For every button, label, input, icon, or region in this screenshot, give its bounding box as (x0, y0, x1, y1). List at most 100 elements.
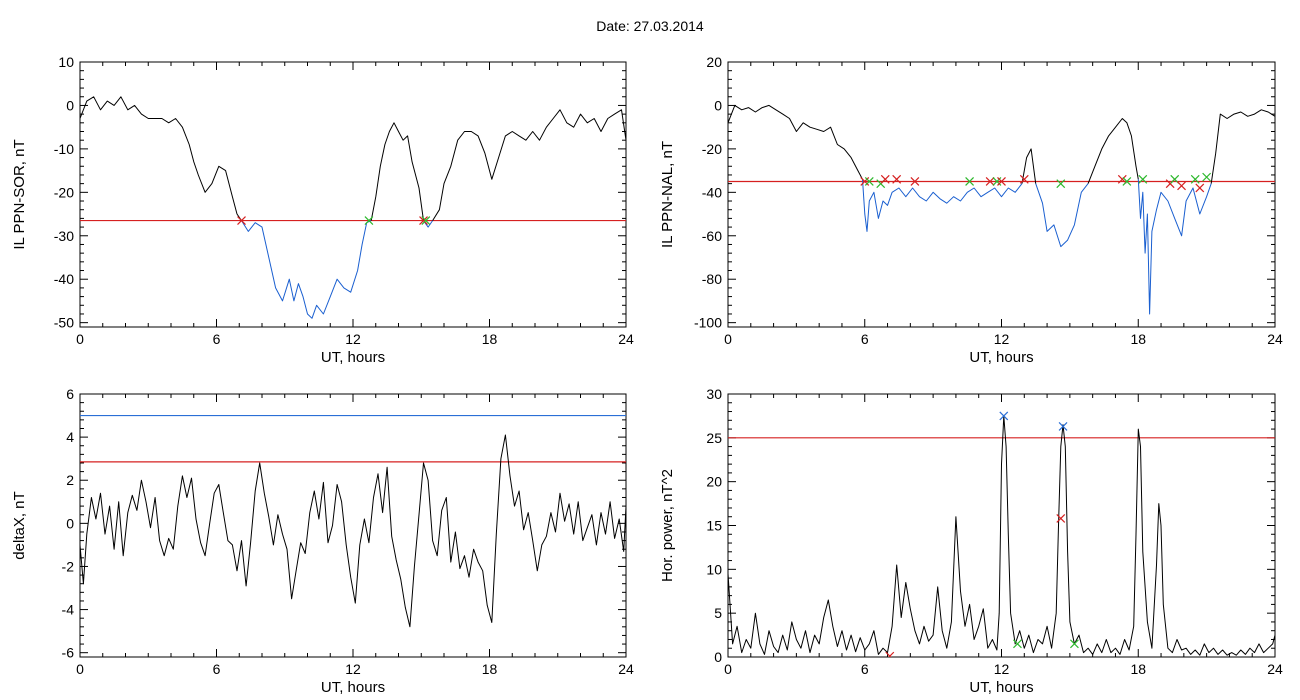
marker-green (864, 177, 874, 186)
panel-hor-power: 0 6 12 18 24 30 25 20 15 10 5 0 UT, hours Hor. power,… (659, 386, 1283, 696)
series-line-blue (1035, 183, 1089, 248)
x-tick-label: 24 (618, 661, 634, 677)
x-tick-label: 24 (1267, 661, 1283, 677)
x-tick-label: 24 (618, 331, 634, 347)
x-axis-label: UT, hours (969, 349, 1033, 366)
y-tick-label: -40 (54, 271, 74, 287)
y-tick-label: 15 (706, 518, 722, 534)
series-line-black (1021, 148, 1037, 184)
marker-green (1202, 172, 1212, 182)
marker-green (364, 216, 374, 225)
series-line-blue (241, 220, 372, 319)
series-line-black (370, 122, 424, 221)
y-axis-label: deltaX, nT (11, 491, 28, 559)
y-tick-label: -4 (62, 602, 75, 618)
plot-frame (727, 61, 1276, 328)
plot-frame (79, 393, 627, 658)
y-tick-label: -20 (54, 184, 74, 200)
series-line-black (432, 109, 626, 221)
x-tick-label: 0 (724, 331, 732, 347)
y-tick-label: -50 (54, 315, 74, 331)
y-tick-label: 10 (706, 561, 722, 577)
marker-green (1190, 174, 1200, 184)
panel-ppn-nal: 0 6 12 18 24 20 0 -20 -40 -60 -80 -100 UT, hours IL P… (659, 54, 1283, 366)
y-tick-label: -30 (54, 228, 74, 244)
series-line-black (1210, 109, 1275, 184)
y-tick-label: 20 (706, 474, 722, 490)
y-tick-label: -40 (702, 184, 722, 200)
marker-green (1138, 174, 1148, 184)
y-tick-label: 10 (58, 54, 74, 70)
y-tick-label: 4 (66, 429, 74, 445)
x-tick-label: 0 (76, 661, 84, 677)
marker-red (880, 174, 890, 184)
y-tick-label: -60 (702, 228, 722, 244)
x-tick-label: 18 (482, 661, 498, 677)
figure-title: Date: 27.03.2014 (596, 18, 704, 34)
marker-green (965, 177, 975, 186)
series-line-black (728, 104, 863, 180)
x-axis-label: UT, hours (969, 679, 1033, 696)
y-tick-label: -10 (54, 141, 74, 157)
y-tick-label: -80 (702, 271, 722, 287)
y-tick-label: 0 (714, 97, 722, 113)
y-tick-label: 6 (66, 386, 74, 402)
marker-red (910, 177, 920, 186)
x-axis-label: UT, hours (321, 349, 385, 366)
marker-green (1013, 639, 1022, 649)
y-tick-label: 0 (66, 97, 74, 113)
x-axis-label: UT, hours (321, 679, 385, 696)
y-tick-label: 25 (706, 430, 722, 446)
marker-green (1056, 179, 1066, 189)
x-tick-label: 6 (213, 661, 221, 677)
marker-red (419, 216, 428, 225)
y-axis-label: Hor. power, nT^2 (659, 469, 676, 582)
marker-red (997, 177, 1006, 186)
y-axis-label: IL PPN-NAL, nT (659, 141, 676, 248)
marker-green (1070, 639, 1079, 649)
marker-green (1122, 177, 1132, 186)
y-tick-label: 30 (706, 386, 722, 402)
marker-green (1170, 174, 1180, 184)
x-tick-label: 0 (76, 331, 84, 347)
y-tick-label: -2 (62, 558, 75, 574)
x-tick-label: 6 (861, 661, 869, 677)
panel-deltax: 0 6 12 18 24 6 4 2 0 -2 -4 -6 UT, hours deltaX, nT (11, 386, 634, 696)
marker-red (1056, 514, 1066, 523)
marker-red (1195, 183, 1205, 193)
y-axis-label: IL PPN-SOR, nT (11, 139, 28, 249)
x-tick-label: 6 (213, 331, 221, 347)
x-tick-label: 24 (1267, 331, 1283, 347)
y-tick-label: 0 (66, 515, 74, 531)
marker-red (892, 174, 902, 184)
marker-blue (1058, 422, 1068, 431)
marker-red (1019, 174, 1029, 184)
marker-red (237, 216, 246, 225)
series-line-black (1087, 118, 1139, 184)
series-line-blue (862, 179, 1023, 232)
x-tick-label: 18 (1130, 331, 1146, 347)
plot-frame (727, 393, 1276, 658)
marker-red (1177, 181, 1186, 191)
x-tick-label: 6 (861, 331, 869, 347)
x-tick-label: 18 (1130, 661, 1146, 677)
y-tick-label: 2 (66, 472, 74, 488)
marker-red (1117, 174, 1127, 184)
x-tick-label: 12 (994, 661, 1010, 677)
series-line-black (80, 96, 242, 221)
marker-red (885, 651, 895, 657)
y-tick-label: -20 (702, 141, 722, 157)
y-tick-label: -100 (694, 315, 722, 331)
panel-ppn-sor: 0 6 12 18 24 10 0 -10 -20 -30 -40 -50 UT, hours IL PP… (11, 54, 634, 366)
series-line-black (728, 415, 1275, 656)
x-tick-label: 0 (724, 661, 732, 677)
marker-green (421, 216, 431, 225)
marker-red (985, 177, 995, 186)
y-tick-label: 0 (714, 649, 722, 665)
x-tick-label: 18 (482, 331, 498, 347)
y-tick-label: -6 (62, 645, 75, 661)
y-tick-label: 5 (714, 605, 722, 621)
series-line-black (80, 434, 626, 628)
marker-blue (999, 411, 1009, 421)
